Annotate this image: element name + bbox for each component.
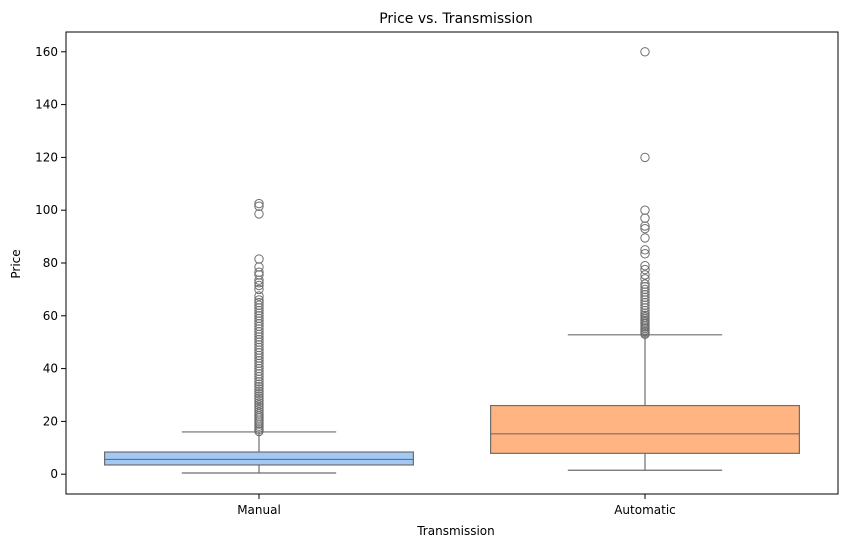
outlier-point (254, 384, 264, 394)
outlier-point (640, 270, 650, 280)
outlier-point (254, 386, 264, 397)
outlier-point (254, 407, 264, 417)
plot-frame (65, 31, 839, 495)
outlier-point (254, 295, 264, 305)
outlier-point (640, 284, 650, 295)
outlier-point (254, 398, 264, 408)
outlier-point (254, 267, 264, 277)
outlier-point (254, 297, 264, 308)
outlier-point (640, 233, 650, 243)
outlier-point (254, 262, 264, 272)
outlier-point (254, 391, 264, 401)
outlier-point (640, 310, 650, 320)
outlier-point (640, 47, 650, 57)
outlier-point (254, 402, 264, 413)
outlier-point (254, 201, 264, 211)
outlier-point (640, 249, 650, 259)
chart-title: Price vs. Transmission (379, 11, 533, 27)
outlier-point (254, 388, 264, 399)
y-tick-label: 20 (43, 414, 58, 428)
outlier-point (640, 264, 650, 275)
y-tick-label: 80 (43, 256, 58, 270)
outlier-point (640, 245, 650, 255)
y-tick-label: 60 (43, 309, 58, 323)
outlier-point (254, 198, 264, 209)
outlier-point (640, 274, 650, 284)
outlier-point (254, 379, 264, 389)
outlier-point (640, 205, 650, 215)
y-tick-label: 100 (35, 203, 58, 217)
y-axis-label: Price (9, 249, 23, 278)
outlier-point (640, 213, 650, 223)
outlier-point (640, 223, 650, 234)
outlier-point (640, 152, 650, 163)
outlier-point (254, 284, 264, 295)
outlier-point (254, 381, 264, 392)
outlier-point (254, 300, 264, 310)
outlier-point (254, 254, 264, 264)
outlier-point (254, 404, 264, 415)
x-tick-label: Automatic (614, 503, 676, 517)
outlier-point (254, 393, 264, 404)
outlier-point (640, 279, 650, 289)
outlier-point (254, 291, 264, 301)
outlier-point (254, 400, 264, 410)
y-tick-label: 40 (43, 362, 58, 376)
outlier-point (254, 395, 264, 406)
box-iqr (490, 404, 800, 454)
y-tick-label: 120 (35, 150, 58, 164)
outlier-point (254, 409, 264, 419)
outlier-point (254, 209, 264, 219)
x-axis-label: Transmission (416, 524, 495, 538)
y-tick-label: 0 (50, 467, 58, 481)
outlier-point (254, 280, 264, 291)
y-tick-label: 160 (35, 45, 58, 59)
outlier-point (640, 260, 650, 271)
x-tick-label: Manual (237, 503, 281, 517)
y-tick-label: 140 (35, 98, 58, 112)
box-iqr (103, 451, 414, 466)
